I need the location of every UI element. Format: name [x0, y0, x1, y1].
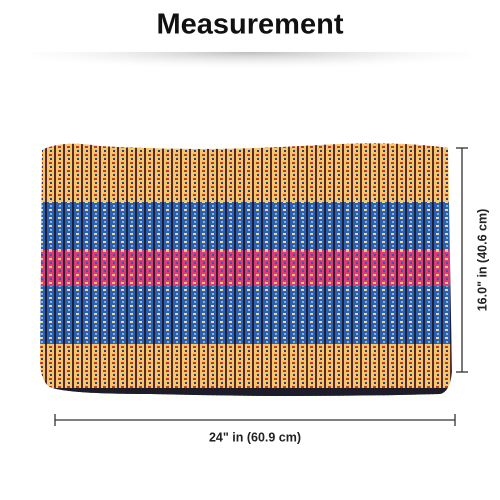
stripe-blue — [40, 202, 452, 250]
height-dimension: 16.0" in (40.6 cm) — [456, 147, 489, 373]
height-label: 16.0" in (40.6 cm) — [475, 209, 489, 312]
rug-edge — [40, 388, 452, 396]
stripe-pink — [40, 250, 452, 286]
title-shadow — [30, 52, 470, 82]
width-label: 24" in (60.9 cm) — [209, 430, 301, 444]
width-dimension: 24" in (60.9 cm) — [54, 414, 456, 444]
stripe-yellow — [40, 344, 452, 396]
rug — [40, 143, 452, 396]
stripe-blue — [40, 286, 452, 344]
title: Measurement — [157, 9, 344, 41]
stripe-yellow — [40, 143, 452, 202]
